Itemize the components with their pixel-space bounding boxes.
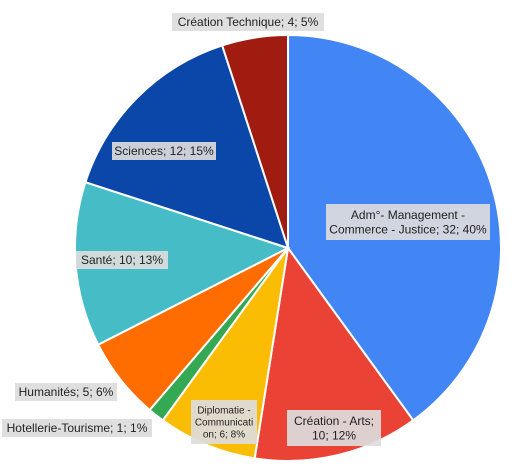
slice-label-box xyxy=(287,410,381,446)
slice-label-text: Création Technique; 4; 5%Création Techni… xyxy=(178,15,319,29)
pie-slice-sante xyxy=(74,180,291,347)
slice-label-humanites: Humanités; 5; 6%Humanités; 5; 6% xyxy=(15,383,117,401)
pie-slice-creation-arts xyxy=(253,245,415,462)
slice-label-box xyxy=(172,13,324,31)
slice-label-diplomatie-communication: Diplomatie -Communicati on; 6; 8%Diplomat… xyxy=(191,400,257,444)
slice-label-creation-technique: Création Technique; 4; 5%Création Techni… xyxy=(172,13,324,31)
slice-label-sante: Santé; 10; 13%Santé; 10; 13% xyxy=(76,251,168,269)
pie-slice-creation-technique xyxy=(220,33,289,249)
slice-label-text: Diplomatie -Communicati on; 6; 8%Diplomat… xyxy=(195,406,253,441)
slice-label-text: Santé; 10; 13%Santé; 10; 13% xyxy=(81,253,163,267)
slice-label-box xyxy=(76,251,168,269)
slice-label-box xyxy=(326,204,490,240)
slice-label-text: Sciences; 12; 15%Sciences; 12; 15% xyxy=(114,144,214,158)
slice-label-text: Création - Arts; 10; 12%Création - Arts; … xyxy=(294,414,374,442)
slice-label-creation-arts: Création - Arts; 10; 12%Création - Arts; … xyxy=(287,410,381,446)
slice-label-box xyxy=(15,383,117,401)
slice-label-box xyxy=(2,419,152,437)
slice-label-text: Humanités; 5; 6%Humanités; 5; 6% xyxy=(19,385,114,399)
slice-label-sciences: Sciences; 12; 15%Sciences; 12; 15% xyxy=(112,142,216,160)
slice-label-hotellerie-tourisme: Hotellerie-Tourisme; 1; 1%Hotellerie-Tou… xyxy=(2,419,152,437)
slice-label-adm-management-commerce-justice: Adm°- Management -Commerce - Justice; 32… xyxy=(326,204,490,240)
pie-labels: Adm°- Management -Commerce - Justice; 32… xyxy=(2,13,490,446)
slice-label-box xyxy=(191,400,257,444)
pie-slices xyxy=(74,33,502,462)
slice-label-box xyxy=(112,142,216,160)
slice-label-text: Hotellerie-Tourisme; 1; 1%Hotellerie-Tou… xyxy=(7,421,148,435)
slice-label-text: Adm°- Management -Commerce - Justice; 32… xyxy=(329,208,487,236)
